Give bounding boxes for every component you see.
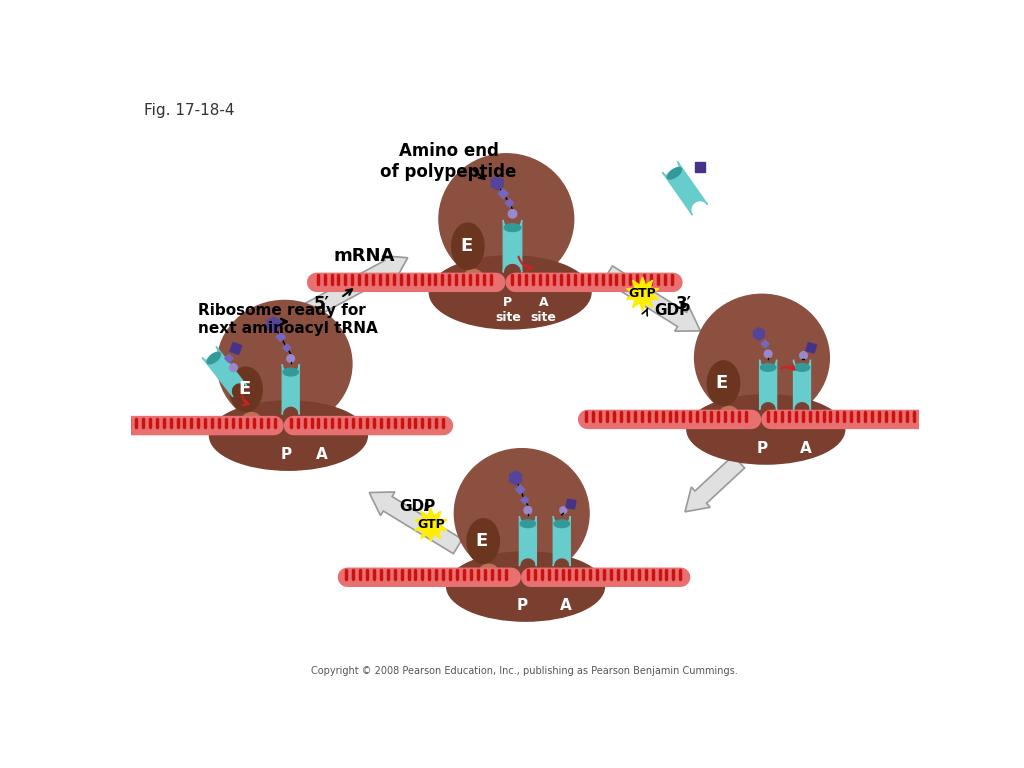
Polygon shape xyxy=(370,492,462,554)
Text: P
site: P site xyxy=(495,296,521,324)
Text: A: A xyxy=(315,447,328,462)
Ellipse shape xyxy=(230,367,262,412)
Text: Fig. 17-18-4: Fig. 17-18-4 xyxy=(144,103,234,118)
Text: A: A xyxy=(560,598,571,614)
Polygon shape xyxy=(760,359,776,410)
Polygon shape xyxy=(685,455,744,511)
Text: GDP: GDP xyxy=(654,303,690,319)
Ellipse shape xyxy=(452,223,484,270)
Circle shape xyxy=(287,355,295,362)
Text: Copyright © 2008 Pearson Education, Inc., publishing as Pearson Benjamin Cumming: Copyright © 2008 Pearson Education, Inc.… xyxy=(311,666,738,676)
Text: 3′: 3′ xyxy=(676,295,691,313)
Polygon shape xyxy=(224,354,233,362)
Ellipse shape xyxy=(708,361,739,406)
Polygon shape xyxy=(276,333,286,342)
Ellipse shape xyxy=(694,294,829,422)
Polygon shape xyxy=(663,162,708,215)
Ellipse shape xyxy=(429,256,591,329)
Circle shape xyxy=(508,210,517,218)
Polygon shape xyxy=(603,266,700,331)
Text: E: E xyxy=(475,532,487,550)
Polygon shape xyxy=(761,340,769,348)
Polygon shape xyxy=(806,343,816,353)
Ellipse shape xyxy=(439,154,573,285)
Polygon shape xyxy=(566,499,575,509)
Ellipse shape xyxy=(467,518,500,564)
Polygon shape xyxy=(515,485,524,494)
Ellipse shape xyxy=(479,564,498,580)
Text: 5′: 5′ xyxy=(313,295,330,313)
Ellipse shape xyxy=(455,449,589,578)
Ellipse shape xyxy=(217,300,352,428)
Text: E: E xyxy=(460,237,472,255)
Polygon shape xyxy=(415,508,446,542)
Ellipse shape xyxy=(520,520,536,528)
Polygon shape xyxy=(695,162,705,171)
Text: P: P xyxy=(281,447,292,462)
Polygon shape xyxy=(304,256,408,319)
Ellipse shape xyxy=(795,363,810,371)
Ellipse shape xyxy=(446,552,604,621)
Ellipse shape xyxy=(668,167,682,179)
Polygon shape xyxy=(519,516,537,566)
Text: E: E xyxy=(716,374,728,392)
Polygon shape xyxy=(503,220,521,273)
Ellipse shape xyxy=(720,406,738,422)
Circle shape xyxy=(524,506,531,514)
Ellipse shape xyxy=(207,353,220,364)
Polygon shape xyxy=(794,359,810,410)
Polygon shape xyxy=(202,346,247,397)
Circle shape xyxy=(764,350,772,358)
Polygon shape xyxy=(230,343,242,354)
Ellipse shape xyxy=(761,363,776,371)
Ellipse shape xyxy=(554,520,569,528)
Text: GTP: GTP xyxy=(629,287,656,300)
Polygon shape xyxy=(492,176,503,190)
Ellipse shape xyxy=(504,223,521,231)
Ellipse shape xyxy=(243,412,261,428)
Polygon shape xyxy=(283,344,291,352)
Text: Ribosome ready for
next aminoacyl tRNA: Ribosome ready for next aminoacyl tRNA xyxy=(199,303,378,336)
Ellipse shape xyxy=(687,395,845,464)
Text: Amino end
of polypeptide: Amino end of polypeptide xyxy=(380,142,517,180)
Ellipse shape xyxy=(283,368,298,376)
Polygon shape xyxy=(283,364,299,415)
Ellipse shape xyxy=(464,270,482,285)
Polygon shape xyxy=(627,277,658,311)
Text: P: P xyxy=(516,598,527,614)
Circle shape xyxy=(800,352,807,359)
Text: A: A xyxy=(800,441,812,456)
Text: mRNA: mRNA xyxy=(333,247,394,265)
Polygon shape xyxy=(505,199,514,207)
Polygon shape xyxy=(553,516,570,566)
Text: E: E xyxy=(239,380,251,399)
Polygon shape xyxy=(510,471,521,485)
Polygon shape xyxy=(499,189,508,199)
Polygon shape xyxy=(754,328,764,340)
Polygon shape xyxy=(267,317,281,333)
Text: GDP: GDP xyxy=(399,499,435,514)
Text: GTP: GTP xyxy=(417,518,444,531)
Text: P: P xyxy=(757,441,768,456)
Circle shape xyxy=(229,364,238,372)
Ellipse shape xyxy=(210,401,368,470)
Text: A
site: A site xyxy=(530,296,556,324)
Polygon shape xyxy=(521,496,528,504)
Circle shape xyxy=(560,507,566,514)
